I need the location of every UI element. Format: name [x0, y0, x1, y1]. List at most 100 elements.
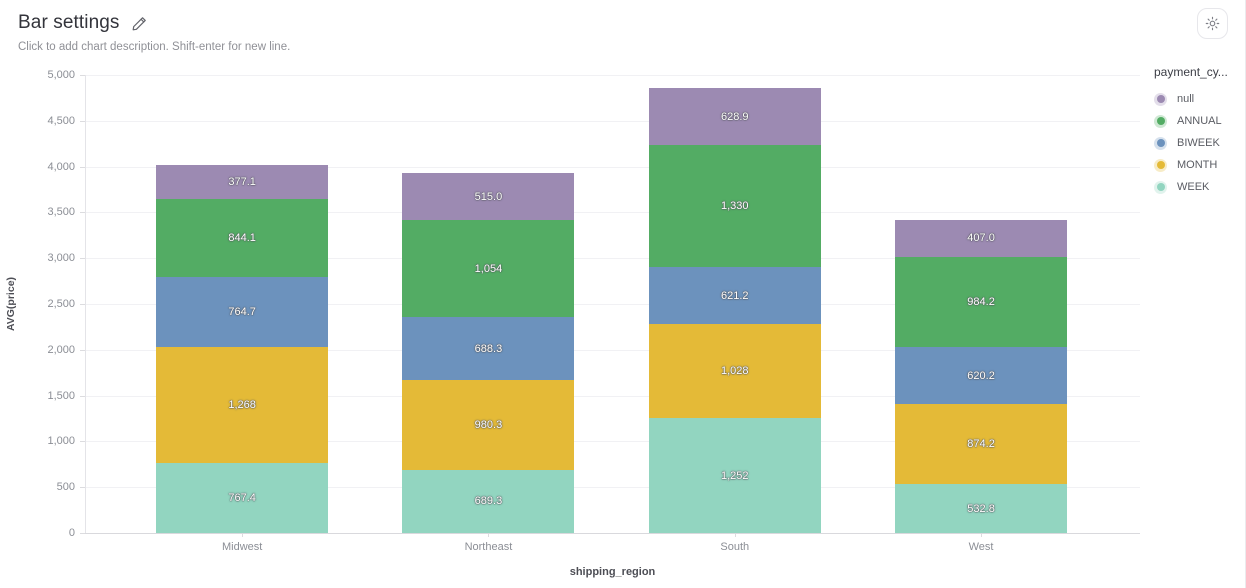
bar-segment-null-Northeast[interactable]: 515.0: [402, 173, 575, 221]
legend-item-ANNUAL[interactable]: ANNUAL: [1154, 110, 1246, 132]
x-axis-title: shipping_region: [569, 566, 656, 578]
y-axis-tick: [80, 441, 85, 443]
page-title[interactable]: Bar settings: [18, 12, 120, 33]
bar-segment-ANNUAL-Northeast[interactable]: 1,054: [402, 220, 575, 317]
gridline: [85, 395, 1140, 397]
bar-value-label: 874.2: [967, 438, 995, 451]
legend-swatch: [1154, 136, 1167, 150]
bar-segment-ANNUAL-West[interactable]: 984.2: [895, 257, 1068, 348]
x-axis-tick: [734, 533, 736, 537]
bar-value-label: 980.3: [474, 418, 503, 431]
bar-segment-WEEK-Northeast[interactable]: 689.3: [402, 469, 575, 533]
edit-title-button[interactable]: [131, 15, 148, 32]
bar-segment-BIWEEK-Northeast[interactable]: 688.3: [402, 317, 575, 381]
gridline: [85, 75, 1140, 76]
x-axis-line: [85, 533, 1140, 534]
y-tick-label: 500: [56, 481, 75, 494]
y-tick-label: 2,000: [47, 343, 75, 356]
y-axis-tick: [80, 75, 85, 76]
pencil-icon: [132, 16, 146, 30]
legend-item-MONTH[interactable]: MONTH: [1154, 154, 1246, 176]
bar-value-label: 844.1: [228, 231, 256, 244]
legend-swatch: [1154, 114, 1167, 128]
bar-value-label: 1,054: [474, 262, 503, 275]
gridline: [85, 120, 1140, 122]
y-axis-tick: [80, 212, 85, 214]
gridline: [85, 304, 1140, 305]
bar-value-label: 984.2: [967, 296, 995, 309]
bar-value-label: 532.8: [967, 502, 995, 515]
chart-description-placeholder[interactable]: Click to add chart description. Shift-en…: [18, 41, 291, 53]
y-axis-tick: [80, 166, 85, 168]
y-axis-tick: [80, 533, 85, 534]
y-axis-line: [85, 75, 86, 533]
x-tick-label: South: [720, 541, 750, 553]
x-tick-label: Northeast: [464, 541, 513, 553]
y-tick-label: 2,500: [47, 298, 75, 310]
legend-item-null[interactable]: null: [1154, 88, 1246, 110]
x-axis-tick: [488, 533, 490, 537]
bar-value-label: 377.1: [228, 175, 256, 188]
gear-icon: [1205, 16, 1220, 31]
bar-segment-ANNUAL-Midwest[interactable]: 844.1: [156, 199, 329, 277]
gridline: [85, 258, 1140, 260]
bar-segment-WEEK-South[interactable]: 1,252: [648, 418, 821, 533]
x-tick-label: West: [968, 541, 994, 553]
bar-segment-BIWEEK-West[interactable]: 620.2: [895, 347, 1068, 405]
bar-segment-WEEK-West[interactable]: 532.8: [895, 484, 1068, 533]
bar-value-label: 767.4: [228, 491, 256, 504]
header: Bar settings Click to add chart descript…: [18, 12, 290, 53]
legend-swatch: [1154, 180, 1167, 194]
y-axis-tick: [80, 487, 85, 489]
bar-value-label: 628.9: [720, 110, 749, 123]
bar-segment-BIWEEK-South[interactable]: 621.2: [648, 267, 821, 325]
y-tick-label: 0: [68, 527, 75, 539]
legend-item-BIWEEK[interactable]: BIWEEK: [1154, 132, 1246, 154]
bar-segment-BIWEEK-Midwest[interactable]: 764.7: [156, 276, 329, 347]
gridline: [85, 212, 1140, 214]
legend-items: null ANNUAL BIWEEK MONTH WEEK: [1154, 88, 1246, 198]
y-axis-tick: [80, 304, 85, 305]
legend: payment_cy... null ANNUAL BIWEEK MONTH WEEK: [1154, 65, 1246, 198]
bar-value-label: 620.2: [967, 369, 995, 382]
x-axis-tick: [242, 533, 244, 537]
bar-segment-null-West[interactable]: 407.0: [895, 219, 1068, 258]
gridline: [85, 166, 1140, 168]
bar-segment-null-Midwest[interactable]: 377.1: [156, 164, 329, 200]
gridline: [85, 441, 1140, 443]
legend-item-label: MONTH: [1177, 159, 1218, 171]
chart-settings-button[interactable]: [1197, 8, 1228, 39]
legend-item-WEEK[interactable]: WEEK: [1154, 176, 1246, 198]
y-tick-label: 1,500: [47, 389, 75, 402]
y-axis-tick: [80, 349, 85, 351]
bar-segment-MONTH-Northeast[interactable]: 980.3: [402, 380, 575, 470]
bar-value-label: 515.0: [474, 190, 503, 203]
bar-segment-ANNUAL-South[interactable]: 1,330: [648, 145, 821, 268]
bar-value-label: 1,028: [720, 365, 749, 378]
y-axis-tick: [80, 395, 85, 397]
legend-title: payment_cy...: [1154, 65, 1228, 79]
bar-value-label: 689.3: [474, 495, 503, 508]
bar-segment-WEEK-Midwest[interactable]: 767.4: [156, 462, 329, 533]
bar-value-label: 688.3: [474, 342, 503, 355]
legend-swatch: [1154, 92, 1167, 106]
bar-segment-MONTH-Midwest[interactable]: 1,268: [156, 346, 329, 463]
gridline: [85, 487, 1140, 489]
bar-segment-MONTH-West[interactable]: 874.2: [895, 404, 1068, 485]
y-tick-label: 5,000: [47, 69, 75, 81]
bar-segment-MONTH-South[interactable]: 1,028: [648, 324, 821, 419]
bar-value-label: 764.7: [228, 305, 256, 318]
legend-item-label: ANNUAL: [1177, 115, 1222, 127]
bar-segment-null-South[interactable]: 628.9: [648, 87, 821, 146]
gridline: [85, 349, 1140, 351]
legend-item-label: BIWEEK: [1177, 137, 1220, 149]
bar-value-label: 1,268: [228, 398, 256, 411]
y-axis-tick: [80, 120, 85, 122]
legend-swatch: [1154, 158, 1167, 172]
y-axis-tick: [80, 258, 85, 260]
bar-value-label: 621.2: [720, 289, 749, 302]
x-axis-tick: [981, 533, 983, 537]
bar-value-label: 1,252: [720, 469, 749, 482]
y-axis-title: AVG(price): [5, 276, 17, 332]
